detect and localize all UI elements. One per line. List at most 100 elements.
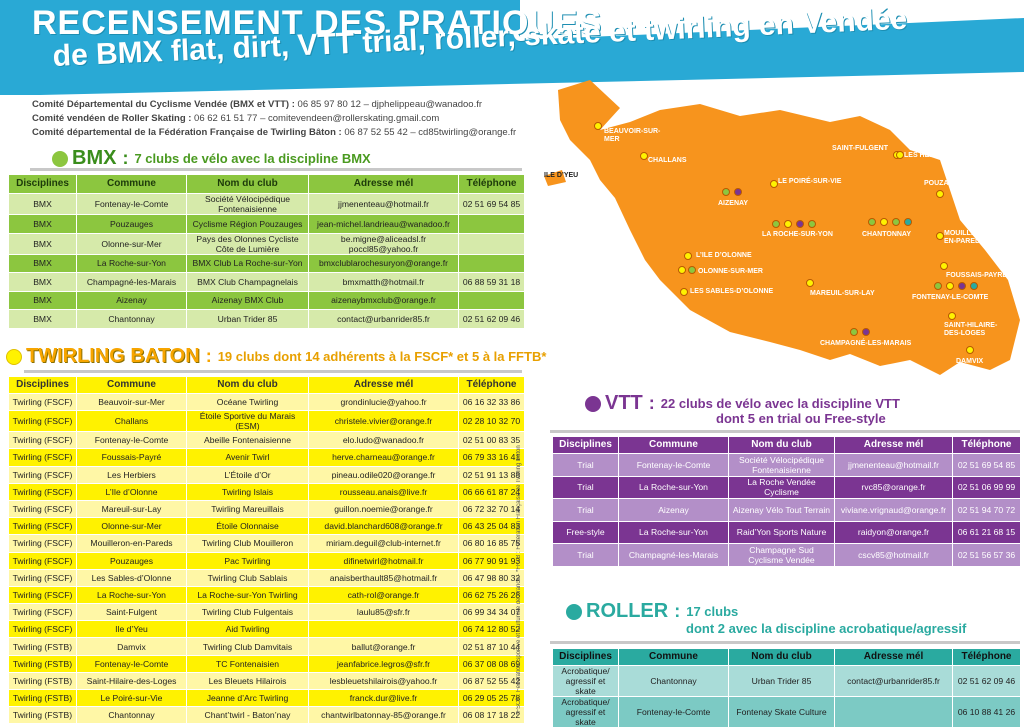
- cell-email: miriam.deguil@club-internet.fr: [308, 534, 459, 553]
- table-row: Twirling (FSTB) Chantonnay Chant’twirl - B…: [8, 706, 525, 725]
- cell-phone: 02 51 62 09 46: [952, 665, 1021, 697]
- table-header-row: Disciplines Commune Nom du club Adresse …: [8, 376, 525, 394]
- cell-phone: 06 72 32 70 14: [458, 499, 525, 519]
- cell-discipline: Twirling (FSCF): [8, 568, 77, 587]
- cell-discipline: BMX: [8, 214, 77, 234]
- cell-club: L’Étoile d’Or: [186, 465, 309, 484]
- cell-commune: Aizenay: [618, 498, 729, 522]
- cell-email: contact@urbanrider85.fr: [834, 665, 953, 697]
- table-row: Twirling (FSCF) Les Herbiers L’Étoile d’Or…: [8, 465, 525, 484]
- cell-commune: Le Poiré-sur-Vie: [76, 688, 187, 708]
- cell-discipline: Twirling (FSCF): [8, 482, 77, 501]
- cell-phone: 06 61 21 68 15: [952, 520, 1021, 544]
- header-disciplines: Disciplines: [552, 436, 619, 454]
- cell-club: Pac Twirling: [186, 551, 309, 570]
- map-club-marker: [936, 190, 944, 198]
- map-city-label: CHAMPAGNÉ-LES-MARAIS: [820, 340, 912, 347]
- table-row: Trial La Roche-sur-Yon La Roche Vendée Cyc…: [552, 475, 1021, 499]
- map-club-marker: [684, 252, 692, 260]
- cell-discipline: BMX: [8, 253, 77, 273]
- map-club-marker: [948, 312, 956, 320]
- header-commune: Commune: [618, 436, 729, 454]
- map-club-marker: [808, 220, 816, 228]
- cell-commune: Ile d’Yeu: [76, 620, 187, 639]
- table-row: Twirling (FSTB) Damvix Twirling Club Damvi…: [8, 637, 525, 656]
- table-row: Twirling (FSCF) Foussais-Payré Avenir Twir…: [8, 448, 525, 467]
- cell-discipline: Trial: [552, 453, 619, 477]
- cell-phone: 06 62 75 26 28: [458, 585, 525, 605]
- cell-phone: 02 51 69 54 85: [458, 193, 525, 215]
- map-city-label: CHALLANS: [648, 157, 687, 164]
- roller-section-title: ROLLER : 17 clubs: [566, 600, 738, 623]
- cell-club: Étoile Olonnaise: [186, 517, 309, 536]
- cell-club: Champagne Sud Cyclisme Vendée: [728, 543, 835, 567]
- map-club-marker: [806, 279, 814, 287]
- cell-club: Chant’twirl - Baton’nay: [186, 706, 309, 725]
- cell-club: Aizenay Vélo Tout Terrain: [728, 498, 835, 522]
- contact-line: Comité départemental de la Fédération Fr…: [32, 127, 517, 138]
- cell-phone: 06 88 59 31 18: [458, 272, 525, 292]
- cell-email: franck.dur@live.fr: [308, 688, 459, 708]
- table-row: Twirling (FSTB) Saint-Hilaire-des-Loges Le…: [8, 671, 525, 691]
- cell-club: Urban Trider 85: [728, 665, 835, 697]
- cell-email: rousseau.anais@live.fr: [308, 482, 459, 501]
- table-row: Twirling (FSCF) Olonne-sur-Mer Étoile Olon…: [8, 517, 525, 536]
- cell-phone: 06 08 17 18 22: [458, 706, 525, 725]
- cell-commune: Olonne-sur-Mer: [76, 517, 187, 536]
- cell-discipline: Twirling (FSCF): [8, 620, 77, 639]
- cell-commune: Beauvoir-sur-Mer: [76, 392, 187, 412]
- cell-club: Twirling Club Fulgentais: [186, 603, 309, 622]
- cell-email: grondinlucie@yahoo.fr: [308, 392, 459, 412]
- cell-commune: Pouzauges: [76, 551, 187, 570]
- cell-phone: 06 66 61 87 24: [458, 482, 525, 501]
- twirling-table-body: Twirling (FSCF) Beauvoir-sur-Mer Océane Tw…: [8, 392, 525, 725]
- header-commune: Commune: [618, 648, 729, 666]
- cell-discipline: Twirling (FSCF): [8, 431, 77, 450]
- cell-discipline: BMX: [8, 290, 77, 310]
- vtt-table: Disciplines Commune Nom du club Adresse …: [552, 436, 1021, 567]
- cell-discipline: Trial: [552, 475, 619, 499]
- cell-commune: Foussais-Payré: [76, 448, 187, 467]
- map-city-label: LE POIRÉ-SUR-VIE: [778, 178, 842, 185]
- table-row: Twirling (FSCF) Pouzauges Pac Twirling difi…: [8, 551, 525, 570]
- table-row: Twirling (FSCF) Mareuil-sur-Lay Twirling M…: [8, 499, 525, 519]
- cell-club: Twirling Islais: [186, 482, 309, 501]
- table-row: Twirling (FSTB) Le Poiré-sur-Vie Jeanne d’…: [8, 688, 525, 708]
- table-row: Twirling (FSCF) Fontenay-le-Comte Abeille …: [8, 431, 525, 450]
- twirling-section-title: TWIRLING BATON : 19 clubs dont 14 adhére…: [6, 345, 546, 368]
- table-header-row: Disciplines Commune Nom du club Adresse …: [552, 648, 1021, 666]
- cell-commune: Chantonnay: [76, 309, 187, 329]
- map-club-marker: [796, 220, 804, 228]
- cell-discipline: Acrobatique/ agressif et skate: [552, 665, 619, 697]
- cell-discipline: Twirling (FSCF): [8, 585, 77, 605]
- contact-line: Comité vendéen de Roller Skating : 06 62…: [32, 113, 440, 124]
- cell-commune: Aizenay: [76, 290, 187, 310]
- cell-commune: Champagné-les-Marais: [76, 272, 187, 292]
- cell-email: be.migne@aliceadsl.fr poccl85@yahoo.fr: [308, 232, 459, 255]
- cell-email: difinetwirl@hotmail.fr: [308, 551, 459, 570]
- map-city-label: CHANTONNAY: [862, 231, 912, 238]
- cell-phone: 06 99 34 34 07: [458, 603, 525, 622]
- header-email: Adresse mél: [308, 174, 459, 194]
- cell-email: chantwirlbatonnay-85@orange.fr: [308, 706, 459, 725]
- header-email: Adresse mél: [834, 648, 953, 666]
- cell-email: elo.ludo@wanadoo.fr: [308, 431, 459, 450]
- cell-discipline: Twirling (FSCF): [8, 534, 77, 553]
- header-club: Nom du club: [728, 648, 835, 666]
- cell-commune: Fontenay-le-Comte: [76, 431, 187, 450]
- cell-phone: 06 79 33 16 41: [458, 448, 525, 467]
- map-club-marker: [934, 282, 942, 290]
- cell-discipline: Trial: [552, 498, 619, 522]
- cell-commune: La Roche-sur-Yon: [76, 585, 187, 605]
- cell-commune: Saint-Fulgent: [76, 603, 187, 622]
- cell-phone: 02 51 91 13 88: [458, 465, 525, 484]
- cell-discipline: Twirling (FSTB): [8, 688, 77, 708]
- map-city-label: MOUILLERON-EN-PAREDS: [944, 230, 994, 245]
- cell-email: jjmenenteau@hotmail.fr: [308, 193, 459, 215]
- cell-club: Océane Twirling: [186, 392, 309, 412]
- map-club-marker: [784, 220, 792, 228]
- table-row: Trial Fontenay-le-Comte Société Vélocipédi…: [552, 453, 1021, 477]
- map-city-label: POUZAUGES: [924, 180, 969, 187]
- cell-discipline: Twirling (FSCF): [8, 603, 77, 622]
- map-city-label: FOUSSAIS-PAYRÉ: [946, 272, 1008, 279]
